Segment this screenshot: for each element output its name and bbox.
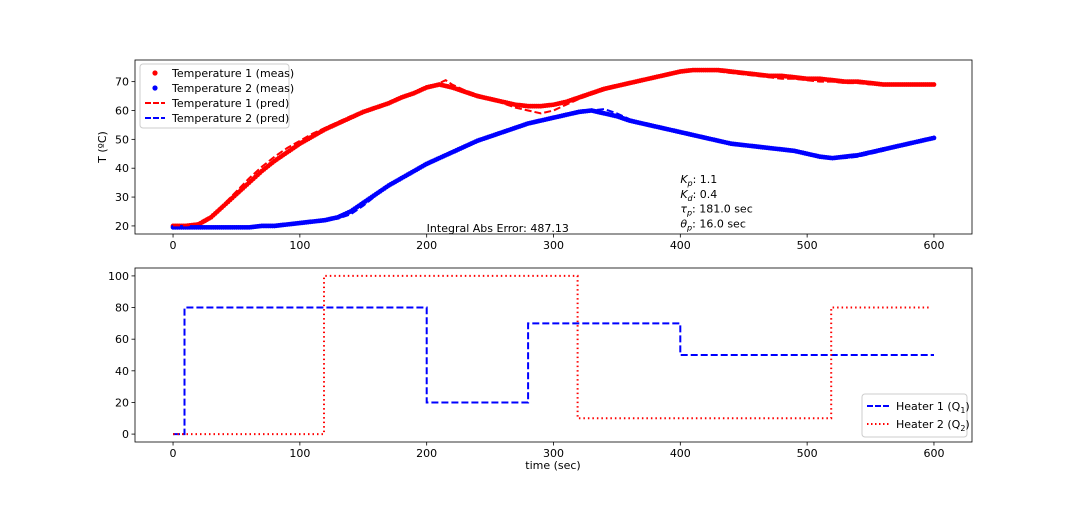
heater-legend: Heater 1 (Q1) Heater 2 (Q2)	[861, 393, 970, 438]
series-1-1-point	[931, 82, 937, 87]
annotation: Integral Abs Error: 487.13	[427, 222, 569, 235]
y-tick-label: 60	[115, 333, 129, 346]
legend-label: Heater 1 (Q1)	[896, 400, 970, 415]
y-tick-label: 0	[122, 428, 129, 441]
y-tick-label: 60	[115, 104, 129, 117]
x-tick-label: 200	[416, 447, 437, 460]
annotation: τp: 181.0 sec	[680, 203, 752, 218]
legend-marker	[152, 70, 158, 76]
heater-plot: 0 100 200 300 400 500 600 0 20 40 60 80 100 time (se…	[108, 267, 973, 472]
legend-marker	[152, 85, 158, 91]
x-tick-label: 300	[543, 447, 564, 460]
annotation: Kp: 1.1	[680, 173, 717, 188]
x-tick-label: 400	[670, 239, 691, 252]
y-tick-label: 30	[115, 191, 129, 204]
legend-label: Temperature 1 (meas)	[171, 67, 294, 80]
temperature-legend: Temperature 1 (meas) Temperature 2 (meas)…	[139, 63, 294, 129]
y-tick-label: 70	[115, 76, 129, 89]
legend-label: Heater 2 (Q2)	[896, 418, 970, 433]
y-tick-label: 20	[115, 220, 129, 233]
time-x-axis-label: time (sec)	[525, 459, 580, 472]
y-tick-label: 40	[115, 162, 129, 175]
temperature-plot: 0 100 200 300 400 500 600 20 30 40 50 60 70 T (ºC) I…	[96, 59, 973, 252]
y-tick-label: 100	[108, 270, 129, 283]
x-tick-label: 0	[170, 447, 177, 460]
series-1-3-line	[173, 69, 934, 227]
x-tick-label: 600	[923, 447, 944, 460]
legend-label: Temperature 2 (pred)	[171, 112, 289, 125]
temperature-y-axis-label: T (ºC)	[96, 131, 109, 164]
annotation: θp: 16.0 sec	[680, 217, 746, 232]
x-tick-label: 500	[797, 447, 818, 460]
legend-label: Temperature 1 (pred)	[171, 97, 289, 110]
x-tick-label: 100	[289, 239, 310, 252]
series-1-4-line	[173, 108, 935, 229]
x-tick-label: 100	[289, 447, 310, 460]
legend-box	[861, 393, 968, 438]
legend-box	[139, 63, 290, 129]
y-tick-label: 40	[115, 365, 129, 378]
x-tick-label: 600	[923, 239, 944, 252]
x-tick-label: 400	[670, 447, 691, 460]
annotation: Kd: 0.4	[680, 188, 717, 203]
x-tick-label: 300	[543, 239, 564, 252]
series-2-1-line	[173, 306, 934, 436]
y-tick-label: 50	[115, 133, 129, 146]
legend-label: Temperature 2 (meas)	[171, 82, 294, 95]
x-tick-label: 200	[416, 239, 437, 252]
x-tick-label: 500	[797, 239, 818, 252]
y-tick-label: 80	[115, 302, 129, 315]
y-tick-label: 20	[115, 396, 129, 409]
x-tick-label: 0	[170, 239, 177, 252]
